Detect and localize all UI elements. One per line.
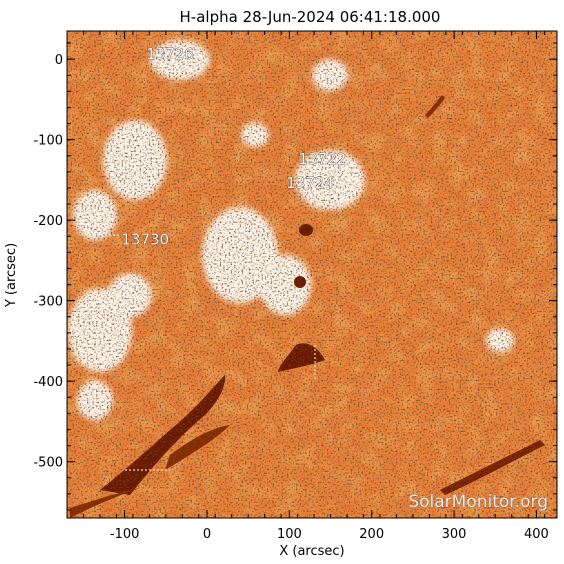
plot-frame: [66, 30, 558, 519]
halpha-image: [67, 31, 557, 518]
active-region-label: 13730: [121, 230, 169, 248]
y-axis-label: Y (arcsec): [4, 243, 19, 308]
active-region-label: 13724: [286, 174, 334, 192]
y-tick-label: -500: [33, 456, 63, 471]
solarmonitor-watermark: SolarMonitor.org: [408, 492, 548, 512]
x-tick-label: -100: [110, 527, 140, 542]
y-tick-label: -100: [33, 134, 63, 149]
active-region-label: 13722: [298, 150, 346, 168]
x-tick-label: 100: [277, 527, 302, 542]
y-tick-label: -300: [33, 295, 63, 310]
y-tick-label: -200: [33, 214, 63, 229]
plot-title: H-alpha 28-Jun-2024 06:41:18.000: [180, 8, 441, 26]
active-region-label: 13726: [146, 45, 194, 63]
x-tick-label: 300: [442, 527, 467, 542]
x-tick-label: 0: [203, 527, 211, 542]
contours: [85, 234, 316, 471]
x-tick-label: 400: [524, 527, 549, 542]
y-axis-ticks: 0 -100 -200 -300 -400 -500: [33, 42, 557, 511]
y-tick-label: 0: [55, 53, 63, 68]
x-axis-ticks: -100 0 100 200 300 400: [82, 31, 549, 542]
active-region-labels: 13726 13722 13724 13730: [121, 45, 346, 249]
x-axis-label: X (arcsec): [279, 544, 344, 559]
x-tick-label: 200: [359, 527, 384, 542]
y-tick-label: -400: [33, 375, 63, 390]
